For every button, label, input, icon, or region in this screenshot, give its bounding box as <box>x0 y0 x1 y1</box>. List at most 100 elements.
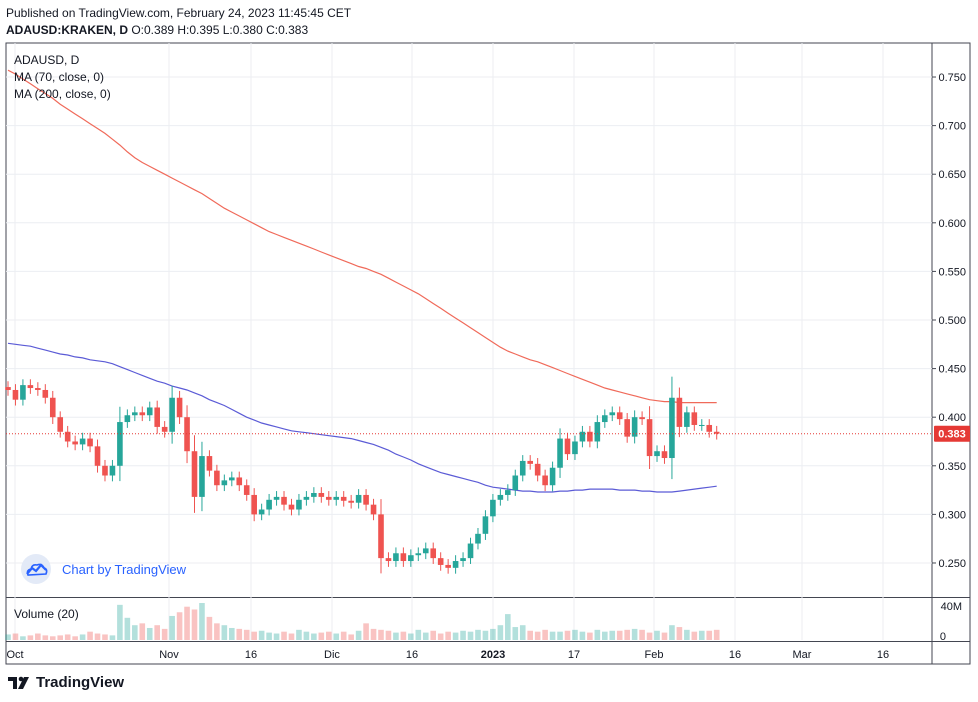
last-price-label: 0.383 <box>938 429 966 441</box>
candle-body <box>430 548 437 559</box>
candle-body <box>497 494 504 500</box>
candle-body <box>325 496 332 500</box>
volume-bar <box>184 606 190 640</box>
volume-bar <box>318 632 325 640</box>
candle-body <box>512 475 519 491</box>
candle <box>169 385 175 444</box>
y-tick-label: 0.350 <box>938 461 966 473</box>
candle-body <box>691 412 698 425</box>
volume-bar <box>124 617 131 640</box>
candle-body <box>94 446 101 466</box>
candle-body <box>251 494 257 515</box>
volume-bar <box>542 629 548 640</box>
candle-body <box>214 470 220 486</box>
candle-body <box>146 407 153 416</box>
candle <box>370 498 377 521</box>
volume-bar <box>363 623 369 640</box>
candle <box>393 547 399 567</box>
candle-body <box>311 493 317 497</box>
volume-bar <box>206 616 213 640</box>
candle-body <box>676 397 683 427</box>
candle <box>296 493 302 516</box>
candle-body <box>79 438 86 445</box>
volume-bar <box>296 629 302 640</box>
candle-body <box>385 558 392 562</box>
candle <box>161 421 168 438</box>
volume-bar <box>587 632 593 640</box>
candle <box>325 491 332 506</box>
volume-bar <box>557 631 563 640</box>
volume-bar <box>430 630 437 640</box>
candle <box>266 493 272 516</box>
x-tick-label: 16 <box>877 649 889 661</box>
volume-bar <box>400 631 407 640</box>
volume-bar <box>251 631 257 640</box>
volume-bar <box>117 604 123 640</box>
volume-bar <box>691 631 698 640</box>
candle-body <box>549 467 556 486</box>
candle <box>214 464 220 492</box>
x-tick-label: 16 <box>729 649 741 661</box>
x-tick-label: 2023 <box>481 649 505 661</box>
candle <box>191 435 198 513</box>
footer-brand[interactable]: TradingView <box>8 674 124 691</box>
candle <box>139 406 146 422</box>
candle <box>273 491 280 506</box>
volume-bar <box>176 612 183 640</box>
volume-bar <box>616 630 623 640</box>
volume-bar <box>378 629 384 640</box>
candle <box>258 503 265 521</box>
volume-bar <box>57 635 64 640</box>
volume-bar <box>333 633 340 640</box>
volume-bar <box>408 633 414 640</box>
candle-body <box>519 460 526 476</box>
watermark-text: Chart by TradingView <box>62 561 187 577</box>
candle <box>221 474 228 492</box>
candle-body <box>639 417 645 420</box>
candle <box>482 510 489 540</box>
candle-body <box>445 564 451 568</box>
candle-body <box>602 415 608 423</box>
candle <box>243 479 250 501</box>
candle-body <box>370 504 377 515</box>
y-tick-label: 0.700 <box>938 121 966 133</box>
candle-body <box>303 496 310 500</box>
candle <box>616 406 623 425</box>
symbol-name: ADAUSD:KRAKEN, D <box>6 23 128 37</box>
candle <box>184 405 190 464</box>
candle <box>497 489 504 506</box>
candle <box>311 487 317 503</box>
volume-bar <box>27 635 34 640</box>
candle <box>460 552 466 567</box>
volume-bar <box>422 632 429 640</box>
volume-bar <box>87 631 93 640</box>
volume-bar <box>64 634 71 640</box>
x-tick-label: Feb <box>645 649 664 661</box>
volume-bar <box>191 609 198 640</box>
volume-bar <box>661 632 668 640</box>
volume-bar <box>534 631 541 640</box>
x-tick-label: Dic <box>324 649 340 661</box>
candle <box>288 498 295 516</box>
volume-bar <box>415 629 422 640</box>
volume-bar <box>355 630 362 640</box>
volume-bar <box>669 625 675 640</box>
candle-body <box>102 465 108 476</box>
candle <box>363 489 369 511</box>
volume-bar <box>229 627 235 640</box>
candle <box>146 401 153 422</box>
candle <box>579 425 586 448</box>
y-tick-label: 0.750 <box>938 72 966 84</box>
candle <box>318 487 325 503</box>
candle <box>594 415 601 449</box>
candle <box>542 469 548 492</box>
volume-bar <box>579 631 586 640</box>
tradingview-watermark[interactable]: Chart by TradingView <box>20 553 186 585</box>
candle-body <box>408 555 414 562</box>
candle <box>415 547 422 562</box>
candle <box>408 549 414 567</box>
volume-bar <box>49 636 56 640</box>
volume-bar <box>20 636 26 640</box>
volume-bar <box>490 628 496 640</box>
